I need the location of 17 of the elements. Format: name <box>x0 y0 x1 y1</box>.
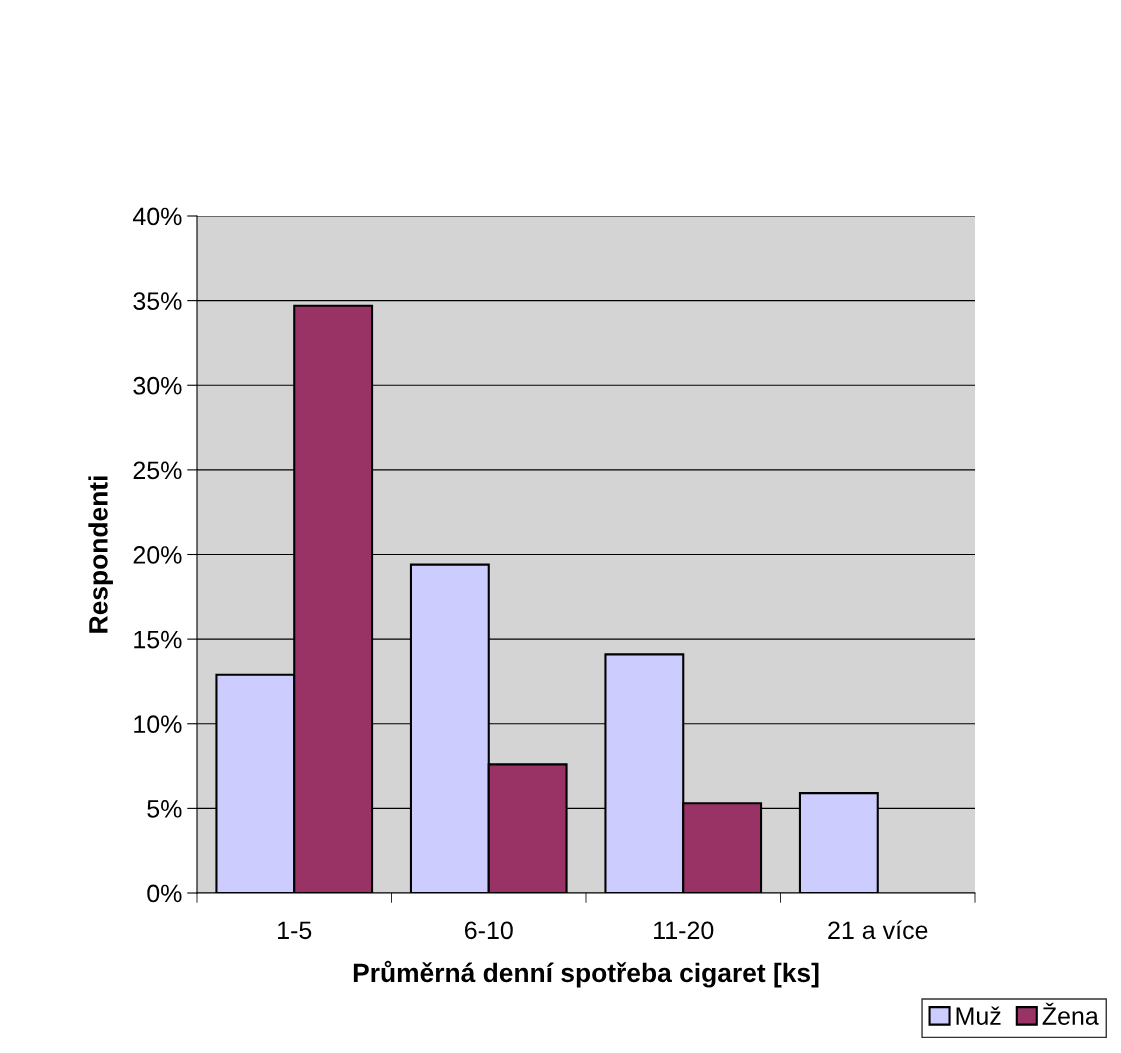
y-tick-label: 15% <box>134 630 182 649</box>
legend-label: Muž <box>956 1006 1001 1025</box>
y-tick-label: 0% <box>147 884 182 903</box>
y-tick-label: 40% <box>132 207 182 226</box>
y-axis-title: Respondenti <box>88 476 113 633</box>
legend-label: Žena <box>1042 1002 1099 1025</box>
y-tick-label: 5% <box>147 800 182 818</box>
x-tick-label: 6-10 <box>465 921 513 940</box>
y-tick-label: 35% <box>133 292 182 310</box>
y-tick-label: 20% <box>133 546 182 564</box>
y-tick-label: 30% <box>133 376 182 395</box>
x-tick-label: 1-5 <box>278 921 312 940</box>
y-tick-label: 25% <box>133 461 182 480</box>
x-axis-title: Průměrná denní spotřeba cigaret [ks] <box>353 960 819 988</box>
y-tick-label: 10% <box>134 715 182 734</box>
x-tick-label: 11-20 <box>654 921 714 940</box>
x-tick-label: 21 a více <box>828 920 928 940</box>
